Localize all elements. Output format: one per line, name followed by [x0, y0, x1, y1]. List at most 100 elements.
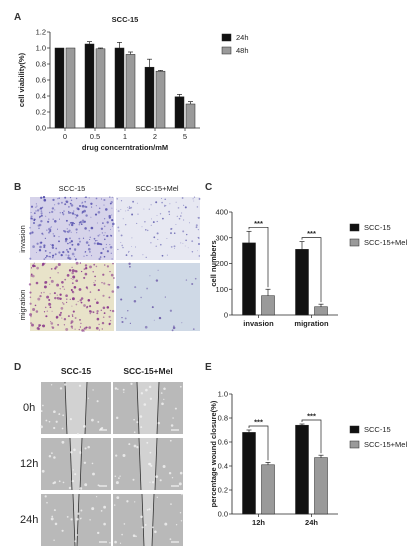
stained-cell — [51, 326, 55, 329]
floating-cell — [53, 456, 56, 459]
floating-cell — [48, 420, 51, 423]
stained-cell — [103, 225, 106, 228]
stained-cell — [124, 317, 127, 320]
stained-cell — [52, 198, 55, 202]
stained-cell — [78, 237, 81, 240]
stained-cell — [66, 301, 68, 303]
stained-cell — [111, 214, 113, 216]
stained-cell — [91, 255, 93, 257]
floating-cell — [40, 425, 43, 429]
stained-cell — [30, 322, 33, 325]
floating-cell — [72, 469, 74, 471]
stained-cell — [48, 283, 51, 286]
wound-gap — [65, 382, 87, 434]
stained-cell — [66, 274, 70, 277]
floating-cell — [50, 384, 53, 386]
floating-cell — [51, 515, 54, 518]
stained-cell — [110, 235, 113, 237]
stained-cell — [104, 238, 106, 241]
floating-cell — [179, 471, 183, 475]
stained-cell — [33, 262, 35, 264]
bar-scc-15-mel — [314, 306, 328, 316]
panel-d-col-label-control: SCC-15 — [61, 366, 92, 376]
wound-edge-left — [64, 381, 68, 435]
stained-cell — [50, 226, 52, 228]
stained-cell — [197, 216, 200, 219]
stained-cell — [156, 215, 158, 216]
stained-cell — [87, 299, 91, 302]
stained-cell — [53, 292, 56, 295]
stained-cell — [108, 296, 111, 299]
stained-cell — [34, 304, 37, 307]
stained-cell — [74, 317, 77, 319]
stained-cell — [134, 286, 137, 289]
stained-cell — [57, 263, 61, 266]
bar-scc-15-mel — [261, 295, 275, 316]
stained-cell — [106, 234, 109, 238]
stained-cell — [93, 242, 96, 245]
stained-cell — [85, 267, 88, 270]
floating-cell — [145, 388, 148, 392]
stained-cell — [105, 208, 108, 211]
stained-cell — [70, 325, 73, 328]
stained-cell — [56, 297, 58, 299]
floating-cell — [44, 495, 47, 498]
stained-cell — [122, 247, 124, 249]
stained-cell — [37, 327, 41, 331]
stained-cell — [51, 210, 54, 214]
floating-cell — [70, 451, 73, 454]
stained-cell — [57, 202, 60, 205]
floating-cell — [78, 384, 82, 387]
micrograph-migration-control — [30, 263, 114, 331]
bar-scc-15 — [242, 432, 256, 515]
floating-cell — [121, 533, 123, 536]
stained-cell — [73, 255, 75, 257]
stained-cell — [73, 210, 75, 212]
stained-cell — [161, 198, 163, 199]
stained-cell — [33, 265, 36, 268]
stained-cell — [169, 203, 171, 205]
stained-cell — [184, 206, 187, 209]
stained-cell — [71, 266, 73, 269]
stained-cell — [197, 217, 199, 219]
stained-cell — [75, 270, 77, 272]
bar-scc-15-mel — [261, 464, 275, 515]
stained-cell — [32, 245, 35, 248]
stained-cell — [128, 205, 130, 207]
floating-cell — [73, 448, 76, 452]
stained-cell — [83, 330, 85, 332]
stained-cell — [176, 215, 178, 217]
floating-cell — [79, 518, 82, 520]
stained-cell — [166, 254, 168, 256]
stained-cell — [121, 244, 124, 247]
stained-cell — [30, 315, 32, 318]
stained-cell — [95, 205, 97, 207]
significance-label: *** — [254, 418, 263, 427]
stained-cell — [173, 245, 176, 248]
stained-cell — [94, 213, 98, 216]
floating-cell — [62, 481, 65, 484]
stained-cell — [87, 247, 91, 251]
stained-cell — [40, 292, 43, 294]
stained-cell — [74, 258, 77, 261]
stained-cell — [41, 206, 44, 209]
stained-cell — [110, 252, 112, 254]
stained-cell — [85, 196, 87, 199]
stained-cell — [67, 315, 70, 318]
stained-cell — [94, 298, 96, 300]
stained-cell — [169, 309, 173, 312]
y-tick-label: 0.6 — [218, 438, 228, 447]
stained-cell — [65, 254, 67, 256]
stained-cell — [111, 222, 115, 226]
floating-cell — [163, 398, 165, 401]
floating-cell — [42, 404, 44, 407]
stained-cell — [188, 222, 190, 224]
significance-label: *** — [307, 229, 316, 238]
floating-cell — [53, 410, 56, 414]
stained-cell — [59, 293, 62, 296]
stained-cell — [112, 277, 115, 279]
x-tick-label: 2 — [153, 132, 157, 141]
stained-cell — [29, 313, 33, 317]
